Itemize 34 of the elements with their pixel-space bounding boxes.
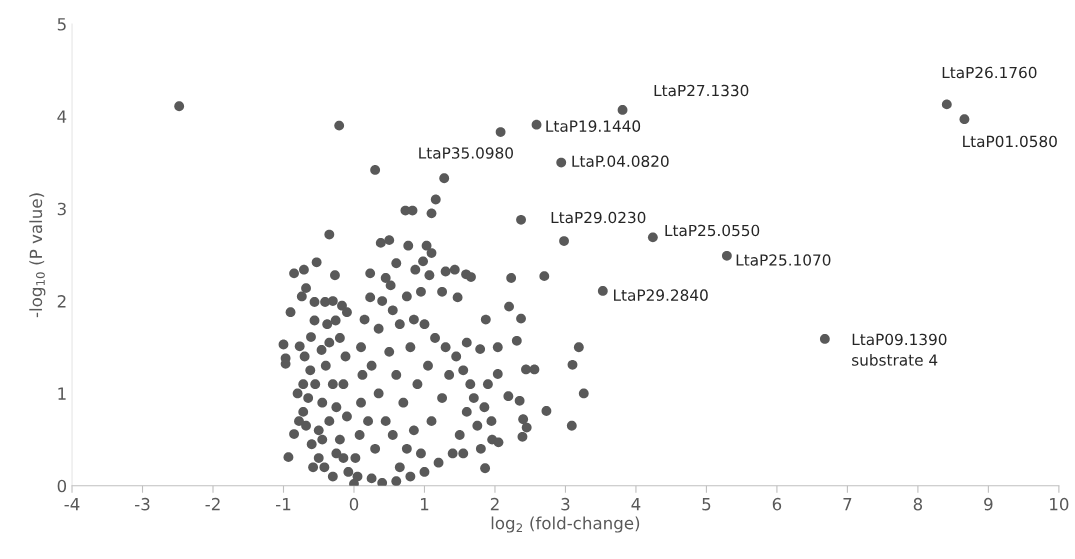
y-tick-label: 2 [57, 295, 66, 308]
x-tick-label: 4 [631, 498, 641, 511]
annotation: LtaP25.0550 [665, 224, 760, 237]
x-tick-label: 9 [984, 497, 993, 511]
x-tick-label: 3 [561, 497, 570, 511]
annotation: LtaP01.0580 [963, 135, 1057, 148]
x-tick-label: -2 [205, 497, 220, 511]
annotation: LtaP29.2840 [614, 289, 708, 301]
x-tick-label: 1 [421, 498, 429, 511]
y-tick-label: 0 [57, 479, 67, 493]
x-tick-label: -4 [64, 498, 80, 511]
annotation: LtaP09.1390 substrate 4 [852, 333, 947, 366]
x-tick-label: 6 [772, 497, 782, 511]
annotation: LtaP26.1760 [942, 66, 1037, 79]
y-tick-label: 5 [57, 18, 66, 31]
x-tick-label: -1 [276, 498, 291, 511]
y-tick-label: 3 [57, 202, 66, 216]
annotation: LtaP25.1070 [736, 254, 831, 266]
x-tick-label: 0 [349, 497, 359, 511]
x-tick-label: 5 [702, 498, 711, 511]
x-axis-title: log$_{2}$ (fold-change) [491, 516, 640, 533]
x-tick-label: 8 [913, 497, 923, 511]
x-tick-label: 10 [1050, 497, 1069, 511]
annotation: LtaP27.1330 [654, 84, 749, 97]
annotation: LtaP19.1440 [546, 120, 641, 132]
x-tick-label: -3 [135, 497, 150, 511]
annotation: LtaP.04.0820 [572, 155, 669, 167]
x-tick-label: 2 [490, 497, 499, 511]
x-tick-label: 7 [843, 498, 852, 511]
y-tick-label: 1 [58, 387, 66, 400]
annotation: LtaP29.0230 [551, 211, 646, 224]
y-axis-title: -log$_{10}$ (P value) [29, 193, 46, 318]
y-tick-label: 4 [57, 110, 67, 123]
annotation: LtaP35.0980 [419, 147, 513, 159]
